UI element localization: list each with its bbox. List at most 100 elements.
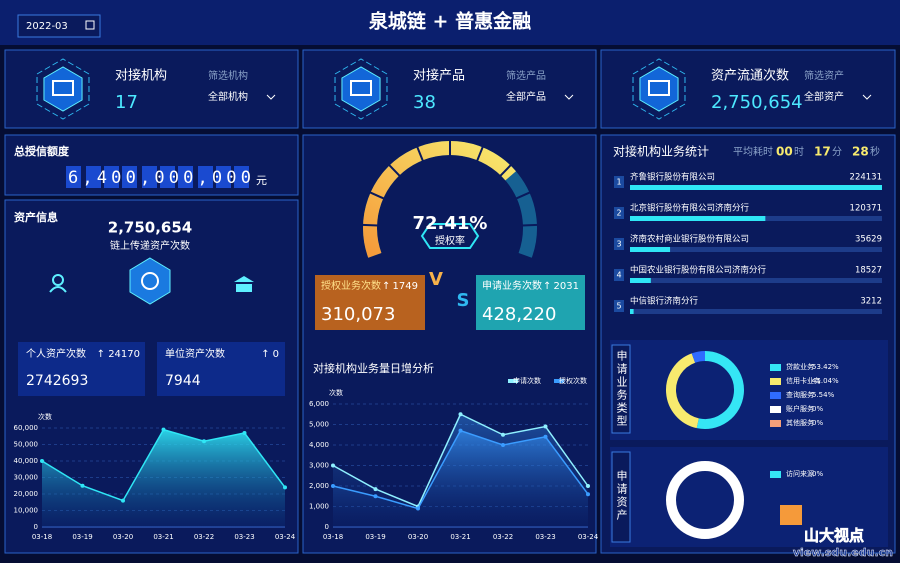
bar [630, 247, 671, 252]
digit-box [122, 166, 137, 188]
card-title: 对接机构 [115, 68, 167, 84]
legend-swatch [770, 420, 781, 427]
filter-value[interactable]: 全部产品 [506, 90, 546, 103]
ranking-title: 对接机构业务统计 [613, 144, 709, 159]
filter-value[interactable]: 全部资产 [804, 90, 844, 103]
x-tick-label: 03-18 [32, 533, 52, 541]
x-tick-label: 03-20 [113, 533, 133, 541]
y-tick-label: 10,000 [14, 507, 39, 515]
y-tick-label: 4,000 [309, 441, 329, 449]
org-value: 3212 [860, 297, 882, 307]
y-tick-label: 3,000 [309, 462, 329, 470]
gauge-percent: 72.41% [413, 213, 488, 234]
org-value: 224131 [850, 173, 882, 183]
rank-number: 2 [616, 209, 621, 218]
digit-box [86, 166, 101, 188]
date-picker[interactable] [17, 14, 101, 38]
up-arrow: ↑ [543, 281, 551, 292]
pie-title-box [611, 451, 631, 543]
gauge-divider [476, 146, 484, 162]
stat-increase: 24170 [108, 349, 140, 360]
y-tick-label: 0 [325, 523, 329, 531]
legend-label: 贷款业务 [786, 362, 814, 371]
legend-swatch [554, 379, 564, 383]
legend-swatch [770, 364, 781, 371]
calendar-icon[interactable] [85, 20, 95, 30]
time-unit: 分 [832, 146, 842, 158]
org-name: 济南农村商业银行股份有限公司 [630, 234, 749, 245]
stat-box [18, 342, 145, 396]
bar [630, 278, 651, 283]
time-value: 17 [814, 145, 831, 159]
filter-label: 筛选产品 [506, 69, 546, 82]
legend-label: 申请次数 [513, 376, 541, 385]
legend-value: 0% [812, 405, 823, 413]
pie-title: 申请资产 [615, 470, 628, 522]
dropdown-icon[interactable] [862, 94, 872, 100]
pie-ring [666, 461, 744, 539]
point [40, 459, 44, 463]
date[interactable]: 2022-03 [26, 21, 68, 32]
org-value: 120371 [850, 204, 882, 214]
point [331, 484, 335, 488]
legend-label: 其他服务 [786, 418, 814, 427]
point [586, 492, 590, 497]
credit-amount: 6,400,000,000 [68, 168, 252, 188]
gauge-badge [420, 223, 480, 249]
card-icon [36, 58, 90, 120]
gauge-divider [521, 223, 538, 227]
digit-box [66, 166, 81, 188]
page-title: 泉城链 + 普惠金融 [368, 10, 531, 33]
org-name: 中信银行济南分行 [630, 296, 699, 307]
point [373, 487, 378, 492]
business-label: 授权业务次数 [321, 279, 381, 292]
org-value: 35629 [855, 235, 882, 245]
y-tick-label: 5,000 [309, 421, 329, 429]
rank-number: 4 [616, 271, 621, 280]
pie-panel [610, 340, 888, 440]
legend-label: 访问来源 [786, 469, 814, 478]
dropdown-icon[interactable] [564, 94, 574, 100]
point [543, 424, 548, 429]
legend-label: 授权次数 [559, 376, 587, 385]
bar [630, 216, 766, 221]
stat-value: 2742693 [26, 373, 88, 389]
business-increase: 2031 [554, 281, 579, 292]
pie-panel [610, 447, 888, 547]
gauge-divider [369, 191, 385, 200]
x-tick-label: 03-20 [408, 533, 428, 541]
digit-box [160, 166, 175, 188]
business-box [476, 275, 585, 330]
org-value: 18527 [855, 266, 882, 276]
y-tick-label: 40,000 [14, 457, 39, 465]
card-title: 资产流通次数 [711, 68, 789, 84]
dropdown-icon[interactable] [266, 94, 276, 100]
stat-value: 7944 [165, 373, 201, 389]
org-name: 中国农业银行股份有限公司济南分行 [630, 265, 767, 276]
business-label: 申请业务次数 [482, 279, 542, 292]
point [373, 494, 378, 499]
pie-slice [696, 351, 744, 429]
x-tick-label: 03-24 [275, 533, 296, 541]
point [543, 434, 548, 439]
legend-value: 5.54% [812, 391, 835, 399]
y-tick-label: 60,000 [14, 424, 39, 432]
time-value: 28 [852, 145, 869, 159]
digit-box [142, 166, 157, 188]
legend-swatch [770, 471, 781, 478]
pie-title: 申请业务类型 [615, 350, 628, 428]
rank-number: 5 [616, 302, 621, 311]
legend-swatch [508, 379, 518, 383]
point [80, 483, 85, 488]
card-title: 对接产品 [413, 68, 465, 84]
up-arrow: ↑ [97, 349, 105, 360]
rank-badge [614, 300, 624, 312]
filter-value[interactable]: 全部机构 [208, 90, 248, 103]
person-icon [52, 274, 64, 286]
bar-track [630, 309, 882, 314]
x-tick-label: 03-21 [153, 533, 173, 541]
digit-box [234, 166, 249, 188]
y-axis-title: 次数 [38, 412, 52, 421]
bar-track [630, 278, 882, 283]
